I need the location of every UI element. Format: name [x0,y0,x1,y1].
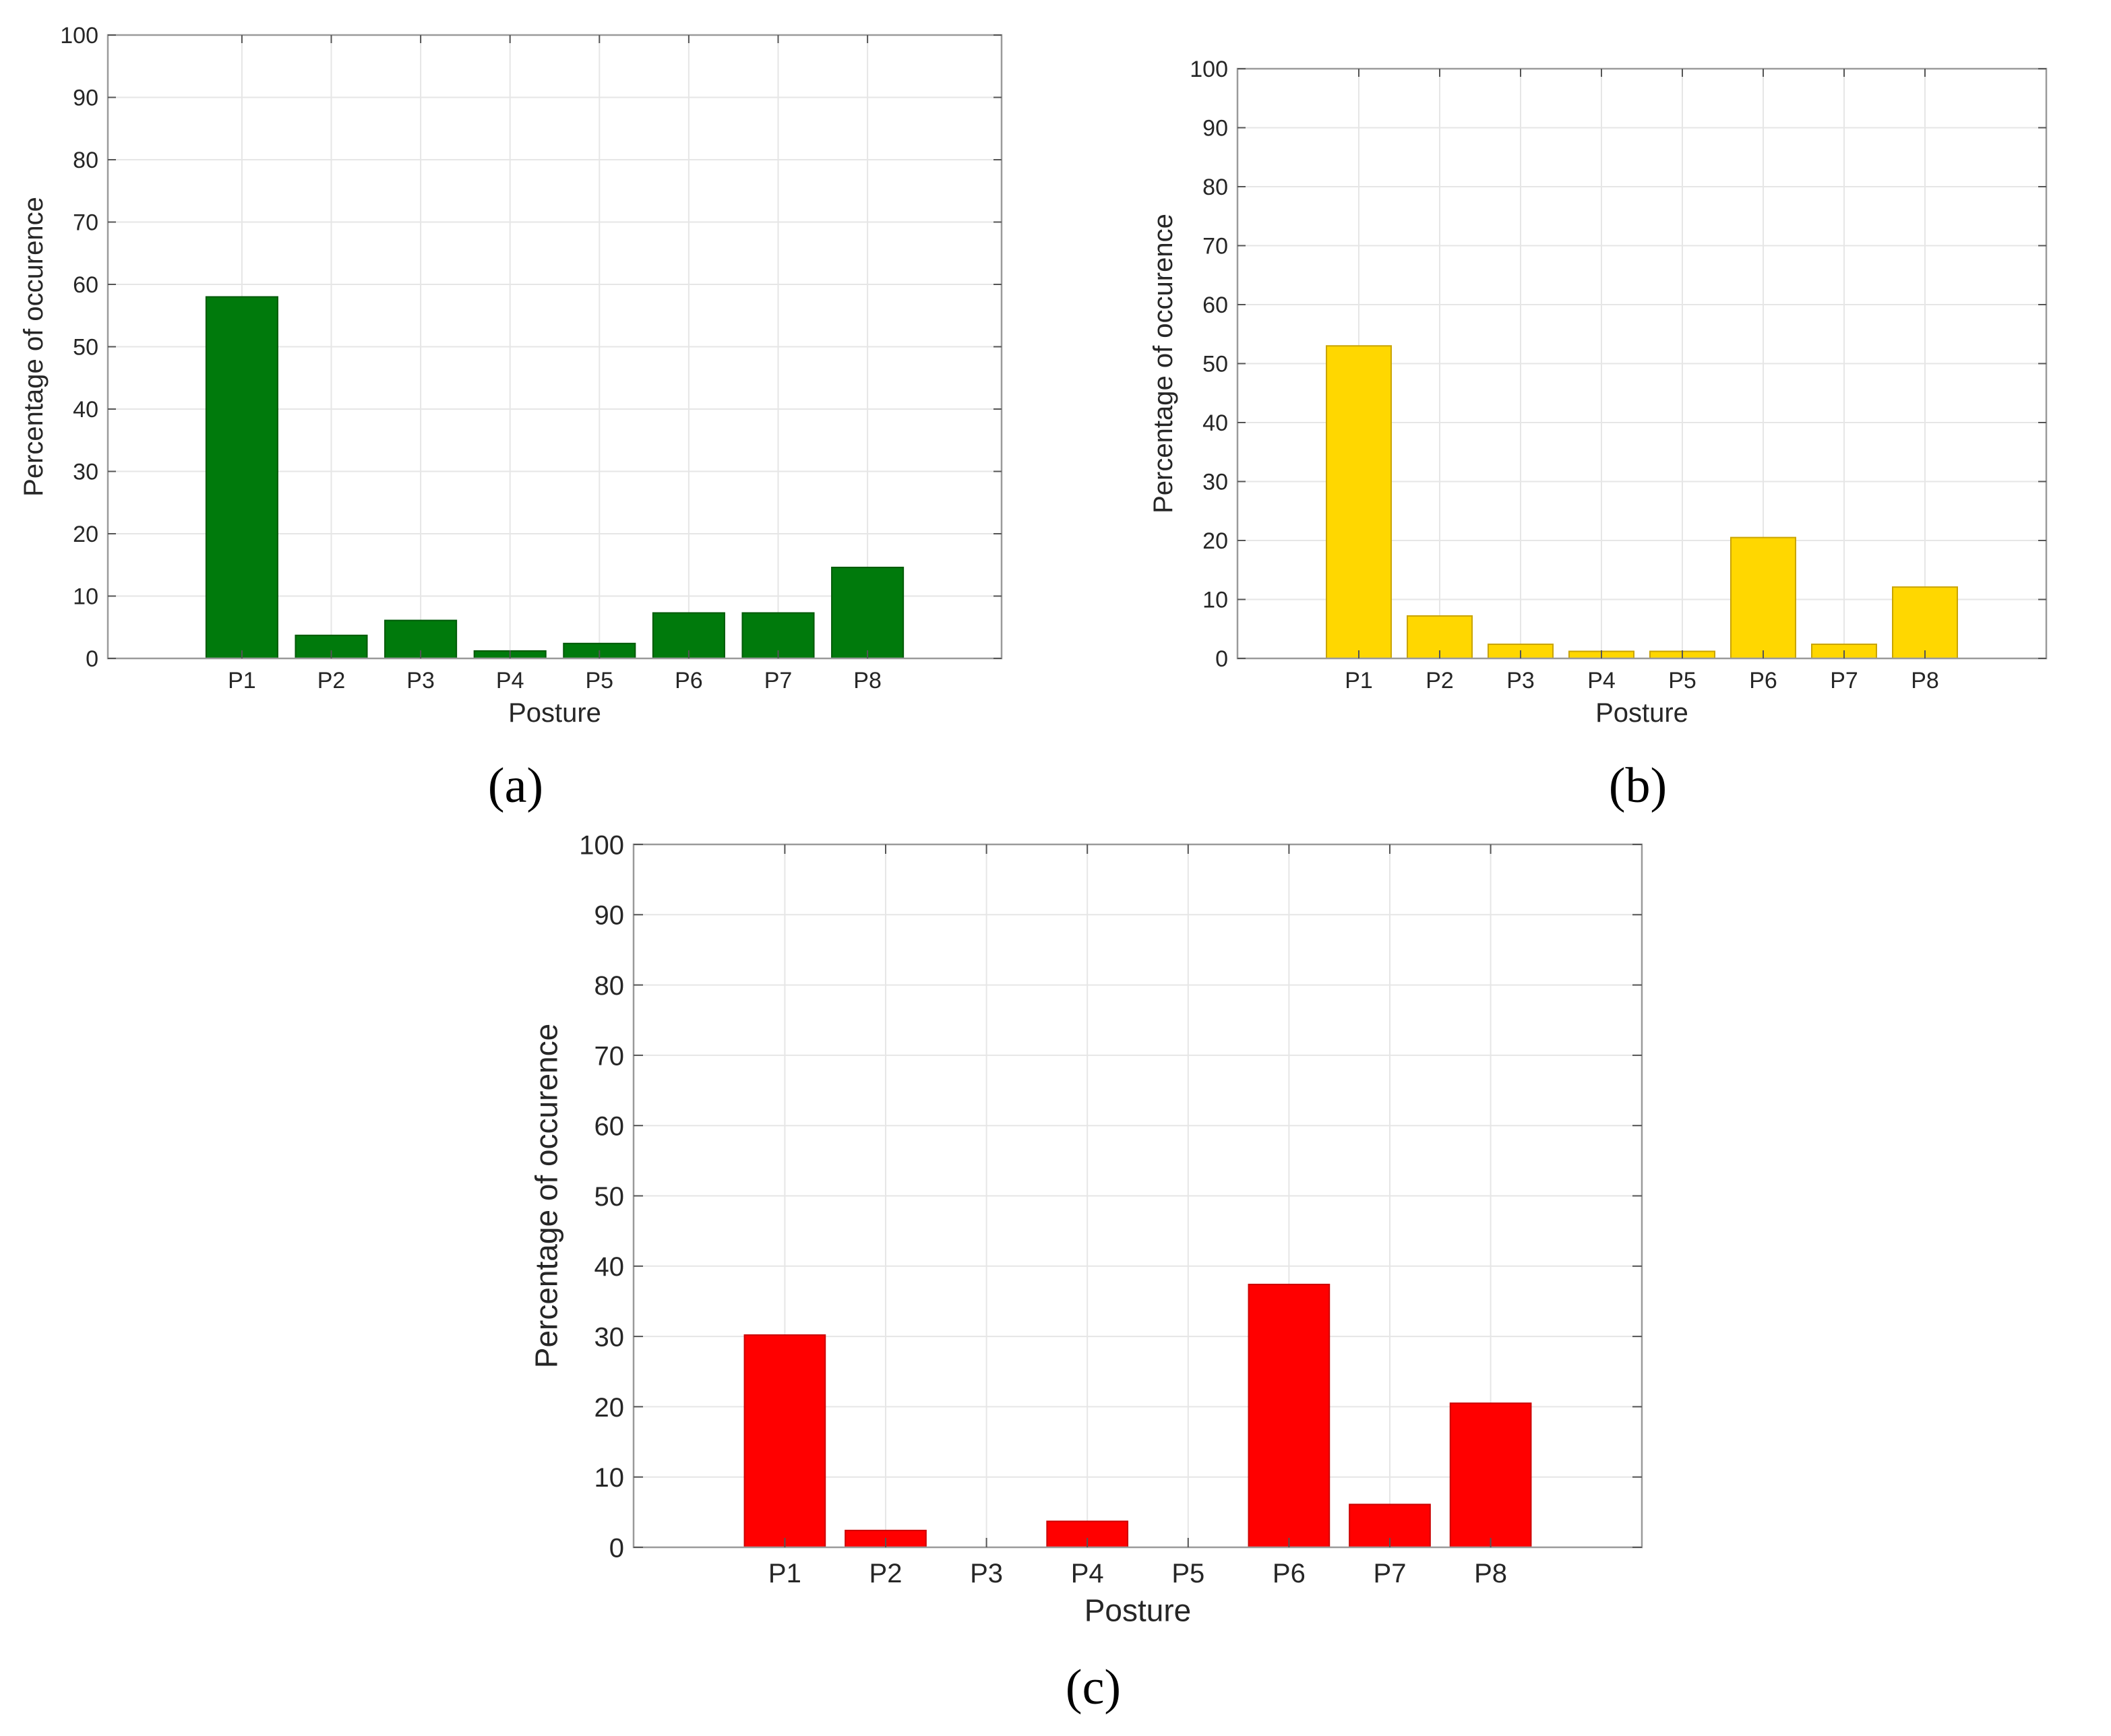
x-tick-label-p4: P4 [1071,1559,1104,1588]
y-tick-label: 10 [1202,588,1228,613]
y-tick-label: 20 [594,1393,625,1423]
x-tick-label-p8: P8 [1911,668,1939,693]
x-tick-label-p5: P5 [1171,1559,1204,1588]
x-tick-label-p3: P3 [1506,668,1535,693]
y-tick-label: 40 [594,1252,625,1282]
x-tick-label-p1: P1 [228,668,256,693]
y-tick-label: 70 [1202,234,1228,259]
x-tick-label-p6: P6 [1749,668,1777,693]
y-tick-label: 10 [73,584,98,610]
y-tick-label: 30 [594,1323,625,1353]
caption-b: (b) [1609,758,1667,813]
chart-panel-c: 0 10 20 30 40 50 60 70 80 90 100 P1 P2 P3 P4 P5 P6 P7 P8 Po… [529,830,1643,1628]
y-tick-label: 100 [60,23,98,49]
y-tick-label: 80 [73,148,98,173]
bar-p8 [831,566,905,660]
y-tick-label: 50 [1202,352,1228,377]
y-tick-label: 30 [73,460,98,485]
y-axis-label: Percentage of occurence [19,197,49,497]
y-axis-label: Percentage of occurence [1149,214,1178,514]
y-tick-label: 20 [73,522,98,547]
bar-p8 [1449,1402,1532,1549]
x-tick-label-p7: P7 [1830,668,1858,693]
y-tick-label: 10 [594,1463,625,1493]
y-tick-label: 40 [1202,410,1228,436]
x-tick-label-p7: P7 [764,668,793,693]
y-tick-label: 80 [1202,175,1228,200]
caption-c: (c) [1066,1660,1121,1715]
x-tick-label-p6: P6 [1273,1559,1306,1588]
x-tick-label-p5: P5 [586,668,614,693]
y-tick-label: 90 [594,901,625,931]
y-axis-label: Percentage of occurence [529,1024,564,1368]
y-tick-label: 100 [1190,57,1228,82]
x-tick-label-p2: P2 [869,1559,902,1588]
x-tick-label-p8: P8 [853,668,882,693]
y-tick-label: 60 [594,1112,625,1142]
bar-p1 [743,1334,826,1549]
y-tick-label: 0 [1215,646,1228,672]
x-tick-label-p8: P8 [1474,1559,1507,1588]
x-axis-label: Posture [1084,1593,1192,1628]
y-tick-label: 100 [579,830,624,860]
y-tick-label: 40 [73,397,98,423]
y-tick-label: 50 [594,1182,625,1212]
y-tick-label: 0 [86,646,98,672]
y-tick-label: 60 [73,272,98,298]
y-tick-label: 30 [1202,470,1228,495]
bar-p1 [205,296,278,659]
bar-p8 [1892,586,1958,659]
x-tick-label-p2: P2 [317,668,346,693]
x-tick-label-p3: P3 [406,668,435,693]
bar-p6 [1248,1283,1330,1548]
x-tick-label-p1: P1 [768,1559,801,1588]
bar-p1 [1326,345,1392,659]
chart-panel-a: 0 10 20 30 40 50 60 70 80 90 100 P1 P2 P3 P4 P5 P6 P7 P8 Po… [19,23,1003,728]
x-tick-label-p1: P1 [1345,668,1373,693]
x-tick-label-p2: P2 [1426,668,1454,693]
x-tick-label-p5: P5 [1668,668,1696,693]
y-tick-label: 20 [1202,528,1228,554]
y-tick-label: 50 [73,335,98,361]
y-tick-label: 0 [609,1533,624,1563]
bar-p6 [1730,536,1796,659]
caption-a: (a) [488,758,543,813]
y-tick-label: 80 [594,971,625,1001]
chart-panel-b: 0 10 20 30 40 50 60 70 80 90 100 P1 P2 P3 P4 P5 P6 P7 P8 Po… [1149,57,2048,728]
y-tick-label: 70 [594,1041,625,1071]
x-tick-label-p4: P4 [1587,668,1616,693]
x-tick-label-p4: P4 [496,668,524,693]
x-tick-label-p3: P3 [970,1559,1003,1588]
y-tick-label: 90 [1202,116,1228,142]
x-axis-label: Posture [1595,698,1688,728]
x-tick-label-p7: P7 [1374,1559,1407,1588]
y-tick-label: 60 [1202,292,1228,318]
x-tick-label-p6: P6 [675,668,703,693]
y-tick-label: 70 [73,210,98,236]
x-axis-label: Posture [508,698,601,728]
y-tick-label: 90 [73,86,98,111]
